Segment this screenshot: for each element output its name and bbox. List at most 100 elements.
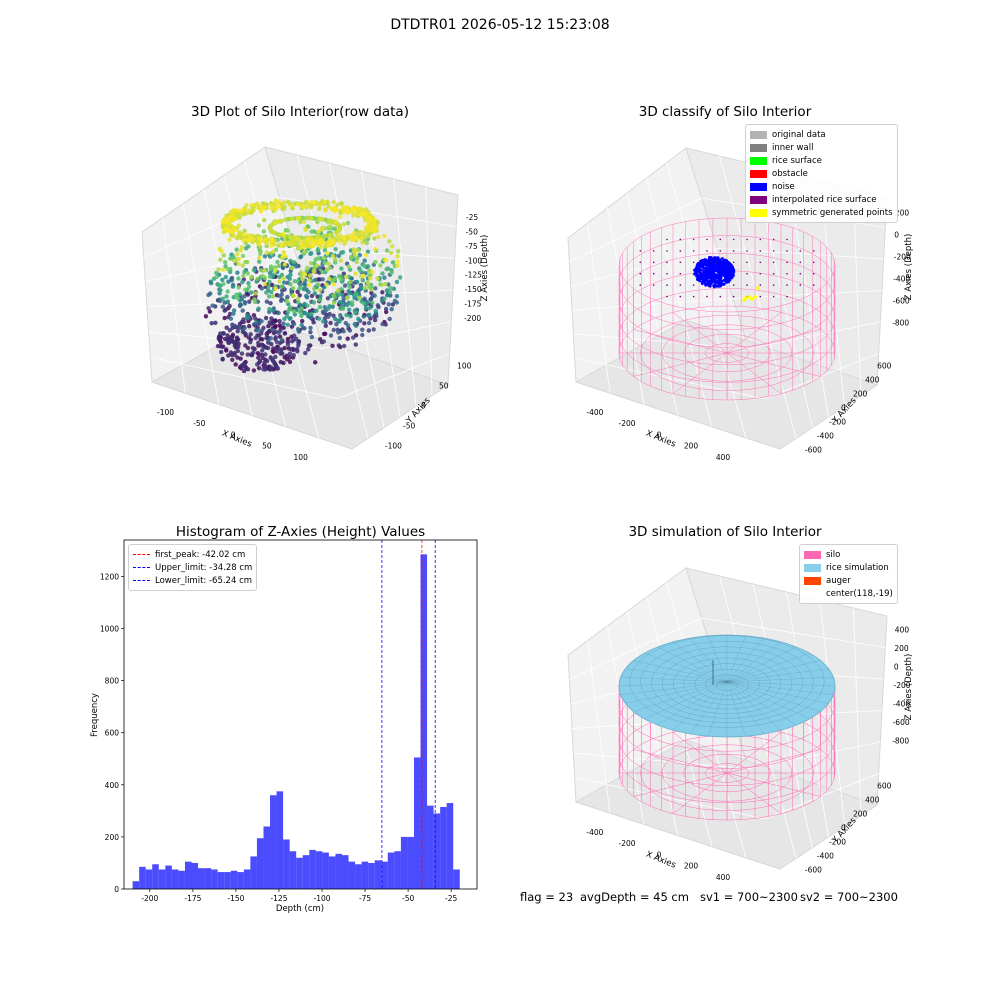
y-tick-label: 100 bbox=[457, 362, 472, 371]
scatter-point bbox=[230, 338, 235, 344]
scatter-point bbox=[332, 276, 338, 282]
scatter-point bbox=[227, 215, 232, 220]
scatter-point bbox=[362, 258, 367, 263]
legend-entry: silo bbox=[804, 548, 893, 561]
scatter-point bbox=[372, 317, 378, 323]
y-tick-label: 800 bbox=[105, 677, 120, 686]
legend-label: symmetric generated points bbox=[772, 207, 893, 218]
noise-point bbox=[698, 266, 701, 269]
interpolated-point bbox=[732, 250, 735, 252]
scatter-point bbox=[357, 206, 362, 211]
scatter-point bbox=[291, 286, 296, 291]
status-sv1: sv1 = 700~2300 bbox=[700, 890, 798, 904]
interpolated-point bbox=[692, 238, 695, 241]
scatter-point bbox=[360, 240, 365, 245]
scatter-point bbox=[203, 314, 209, 319]
noise-point bbox=[722, 269, 725, 273]
scatter-point bbox=[264, 290, 269, 295]
scatter-point bbox=[264, 335, 269, 341]
panel2-title: 3D classify of Silo Interior bbox=[638, 104, 812, 120]
rice-mesh-line bbox=[726, 681, 797, 726]
scatter-point bbox=[383, 306, 389, 312]
scatter-point bbox=[224, 294, 229, 299]
interpolated-point bbox=[639, 250, 642, 252]
scatter-point bbox=[273, 221, 278, 226]
histogram-bar bbox=[315, 851, 323, 889]
scatter-point bbox=[388, 286, 393, 291]
scatter-point bbox=[326, 306, 331, 311]
histogram-bar bbox=[361, 861, 369, 889]
scatter-point bbox=[235, 251, 240, 257]
interpolated-point bbox=[692, 295, 695, 298]
scatter-point bbox=[322, 260, 327, 266]
scatter-point bbox=[266, 284, 271, 289]
interpolated-point bbox=[786, 261, 788, 264]
scatter-point bbox=[321, 339, 327, 344]
scatter-point bbox=[303, 350, 308, 356]
scatter-point bbox=[295, 326, 301, 332]
scatter-point bbox=[277, 219, 282, 224]
scatter-point bbox=[282, 331, 287, 336]
scatter-point bbox=[218, 257, 223, 262]
rice-mesh-line bbox=[726, 676, 834, 683]
rice-mesh-line bbox=[726, 653, 810, 683]
scatter-point bbox=[367, 305, 372, 311]
z-tick-label: -400 bbox=[893, 700, 910, 709]
interpolated-point bbox=[759, 284, 762, 286]
scatter-point bbox=[320, 217, 325, 222]
noise-point bbox=[719, 275, 722, 279]
scatter-point bbox=[395, 263, 400, 268]
scatter-point bbox=[219, 349, 224, 355]
scatter-point bbox=[273, 198, 278, 203]
scatter-point bbox=[246, 208, 251, 213]
scatter-point bbox=[251, 350, 256, 355]
scatter-point bbox=[241, 212, 246, 217]
rice-mesh-line bbox=[726, 638, 765, 683]
scatter-point bbox=[311, 300, 317, 305]
scatter-point bbox=[337, 227, 342, 232]
x-tick-label: 0 bbox=[231, 430, 236, 439]
scatter-point bbox=[346, 264, 351, 269]
interpolated-point bbox=[799, 284, 802, 286]
panel2-noise-cluster bbox=[693, 256, 736, 289]
scatter-point bbox=[227, 303, 232, 309]
scatter-point bbox=[247, 284, 252, 289]
legend-label: inner wall bbox=[772, 142, 814, 153]
scatter-point bbox=[262, 217, 267, 223]
z-tick-label: -400 bbox=[893, 275, 910, 284]
scatter-point bbox=[224, 325, 229, 330]
scatter-point bbox=[341, 329, 346, 334]
scatter-point bbox=[291, 309, 296, 314]
interpolated-point bbox=[692, 250, 695, 252]
legend-entry: first_peak: -42.02 cm bbox=[133, 548, 252, 561]
interpolated-point bbox=[812, 284, 815, 286]
scatter-point bbox=[350, 206, 356, 212]
legend-entry: auger bbox=[804, 574, 893, 587]
scatter-point bbox=[246, 237, 252, 242]
scatter-point bbox=[285, 298, 290, 304]
noise-point bbox=[709, 275, 712, 279]
scatter-point bbox=[216, 336, 221, 341]
scatter-point bbox=[213, 320, 218, 325]
scatter-point bbox=[230, 357, 235, 362]
scatter-point bbox=[322, 256, 327, 261]
x-tick-label: -50 bbox=[193, 419, 205, 428]
scatter-point bbox=[270, 237, 276, 243]
scatter-point bbox=[351, 335, 356, 340]
scatter-point bbox=[348, 233, 354, 239]
scatter-point bbox=[352, 321, 357, 327]
scatter-point bbox=[246, 335, 252, 340]
scatter-point bbox=[337, 335, 342, 341]
scatter-point bbox=[340, 306, 346, 311]
scatter-point bbox=[390, 244, 395, 249]
scatter-point bbox=[291, 260, 297, 265]
scatter-point bbox=[259, 268, 264, 273]
scatter-point bbox=[276, 263, 281, 269]
scatter-point bbox=[257, 236, 262, 241]
scatter-point bbox=[267, 306, 272, 312]
histogram-bar bbox=[433, 813, 441, 889]
histogram-bar bbox=[342, 855, 349, 889]
scatter-point bbox=[237, 325, 242, 330]
legend-entry: center(118,-19) bbox=[804, 587, 893, 600]
symmetric-point bbox=[753, 295, 757, 299]
